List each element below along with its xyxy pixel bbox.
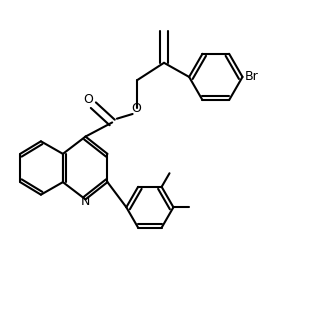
- Text: N: N: [81, 195, 90, 208]
- Text: O: O: [131, 102, 141, 115]
- Text: O: O: [84, 93, 93, 106]
- Text: Br: Br: [245, 70, 259, 84]
